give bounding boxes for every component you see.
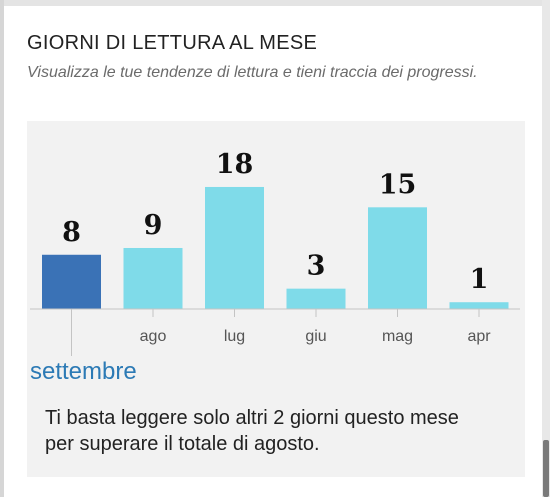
bar-mag[interactable]: [368, 207, 427, 309]
value-label-lug: 18: [216, 149, 254, 180]
selected-month-label: settembre: [30, 358, 137, 385]
bar-ago[interactable]: [123, 247, 183, 309]
scrollbar-track[interactable]: [542, 0, 550, 497]
value-label-mag: 15: [379, 169, 417, 200]
progress-message: Ti basta leggere solo altri 2 giorni que…: [45, 407, 459, 455]
value-label-ago: 9: [144, 210, 163, 241]
chart-panel: [27, 121, 525, 477]
top-edge: [0, 0, 550, 6]
bar-lug[interactable]: [205, 186, 264, 309]
card-subtitle: Visualizza le tue tendenze di lettura e …: [27, 64, 478, 81]
value-label-apr: 1: [470, 264, 489, 295]
bar-apr[interactable]: [449, 302, 509, 309]
category-label-giu: giu: [305, 328, 326, 345]
category-label-mag: mag: [382, 328, 413, 345]
scrollbar-thumb[interactable]: [543, 440, 549, 497]
category-label-apr: apr: [467, 328, 491, 345]
card-title: GIORNI DI LETTURA AL MESE: [27, 32, 318, 54]
value-label-settembre: 8: [62, 217, 81, 248]
category-label-lug: lug: [224, 328, 245, 345]
bar-settembre[interactable]: [42, 254, 101, 309]
bar-giu[interactable]: [286, 288, 346, 309]
value-label-giu: 3: [307, 251, 326, 282]
left-edge: [0, 0, 4, 497]
category-label-ago: ago: [140, 328, 167, 345]
